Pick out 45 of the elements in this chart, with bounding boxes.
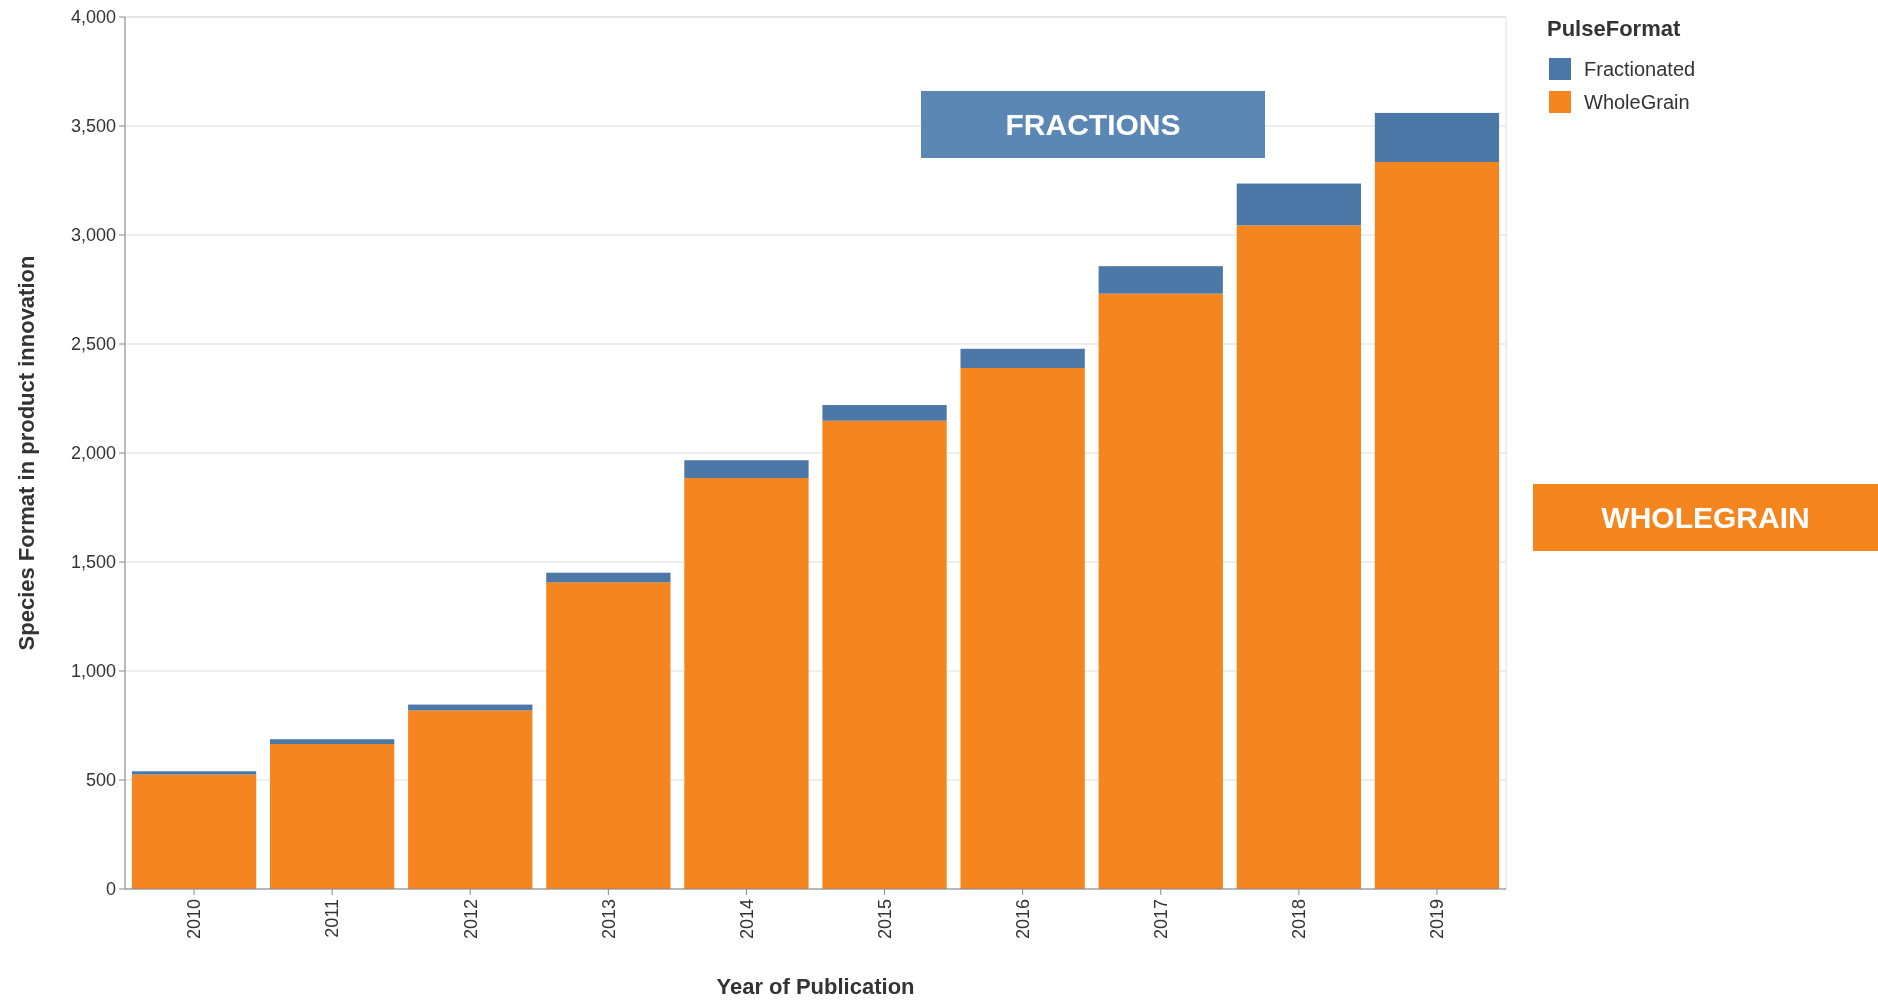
- legend-label: WholeGrain: [1584, 91, 1690, 113]
- bar: [960, 367, 1085, 889]
- y-tick-label: 500: [85, 770, 116, 791]
- y-tick-label: 2,000: [70, 443, 116, 464]
- y-tick-label: 4,000: [70, 7, 116, 28]
- y-tick-label: 3,500: [70, 116, 116, 137]
- bar: [408, 710, 533, 889]
- x-tick-label: 2015: [874, 899, 895, 940]
- y-tick-label: 3,000: [70, 225, 116, 246]
- text: WHOLEGRAIN: [1601, 501, 1810, 534]
- legend-title: PulseFormat: [1547, 16, 1681, 41]
- bar: [684, 478, 809, 889]
- bar: [1236, 183, 1361, 226]
- legend-label: Fractionated: [1584, 58, 1696, 80]
- x-tick-label: 2013: [598, 899, 619, 940]
- y-tick-label: 1,000: [70, 661, 116, 682]
- bar: [1098, 266, 1223, 294]
- x-tick-label: 2017: [1151, 899, 1172, 940]
- x-tick-label: 2014: [736, 899, 757, 940]
- bar: [684, 460, 809, 479]
- bar: [270, 744, 395, 889]
- bar: [822, 405, 947, 421]
- x-tick-label: 2016: [1012, 899, 1033, 940]
- x-tick-label: 2012: [460, 899, 481, 940]
- bar: [1374, 161, 1500, 889]
- y-tick-label: 2,500: [70, 334, 116, 355]
- bar: [546, 582, 671, 889]
- x-tick-label: 2010: [184, 899, 205, 940]
- bar: [131, 771, 257, 775]
- x-tick-label: 2019: [1427, 899, 1448, 940]
- annotation: FRACTIONS: [1005, 108, 1181, 141]
- y-tick-label: 0: [105, 879, 116, 900]
- bar: [131, 774, 257, 889]
- bar: [270, 739, 395, 745]
- bar: [822, 420, 947, 889]
- y-axis-title: Species Format in product innovation: [14, 255, 39, 651]
- bar: [546, 572, 671, 583]
- bar: [1374, 112, 1500, 162]
- y-tick-label: 1,500: [70, 552, 116, 573]
- x-tick-label: 2011: [322, 899, 343, 938]
- bar: [960, 348, 1085, 368]
- x-axis-title: Year of Publication: [716, 974, 915, 999]
- x-tick-label: 2018: [1289, 899, 1310, 940]
- bar: [1236, 225, 1361, 889]
- bar: [1098, 293, 1223, 889]
